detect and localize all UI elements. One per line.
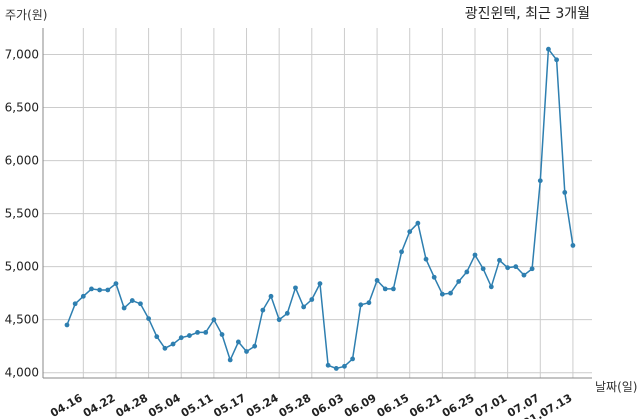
data-point	[170, 341, 176, 347]
data-point	[350, 356, 355, 362]
data-point	[374, 278, 380, 283]
data-point	[178, 335, 184, 341]
data-point	[154, 334, 160, 340]
y-tick-label: 5,000	[5, 260, 39, 274]
x-tick-label: 05.24	[244, 391, 281, 419]
data-point	[358, 302, 364, 308]
y-tick-label: 6,000	[5, 154, 39, 168]
x-axis-label: 날짜(일)	[595, 380, 637, 394]
data-point	[301, 304, 307, 310]
data-point	[415, 220, 421, 226]
data-point	[391, 286, 396, 292]
data-point	[162, 345, 168, 351]
data-point	[195, 329, 200, 335]
x-tick-label: 05.04	[146, 391, 183, 419]
data-point	[317, 281, 323, 287]
y-axis-label: 주가(원)	[5, 8, 47, 22]
data-point	[546, 46, 551, 52]
data-point	[439, 291, 445, 297]
data-point	[235, 339, 241, 345]
data-point	[472, 252, 478, 258]
x-tick-label: 05.11	[179, 391, 216, 419]
data-point	[431, 274, 437, 280]
x-tick-label: 07.01	[473, 391, 510, 419]
x-tick-label: 05.28	[277, 391, 314, 419]
axis-layer	[42, 28, 592, 379]
data-point	[105, 287, 111, 293]
x-tick-label: 04.16	[48, 391, 85, 419]
y-tick-label: 5,500	[5, 207, 39, 221]
y-tick-label: 6,500	[5, 101, 39, 115]
data-point	[529, 266, 535, 272]
data-point	[227, 357, 233, 363]
x-tick-label: 04.22	[81, 391, 118, 419]
y-tick-label: 4,500	[5, 313, 39, 327]
data-point	[497, 257, 502, 263]
data-point	[64, 322, 70, 328]
data-point	[252, 343, 258, 349]
data-point	[456, 279, 462, 284]
data-point	[276, 317, 282, 323]
y-tick-label: 7,000	[5, 48, 39, 62]
data-point	[211, 317, 217, 323]
data-point	[399, 249, 404, 255]
data-point	[333, 366, 339, 371]
data-point	[244, 349, 249, 354]
data-point	[72, 301, 78, 307]
data-point	[268, 293, 274, 299]
data-point	[325, 362, 331, 368]
data-point	[113, 281, 119, 287]
data-point	[513, 264, 519, 270]
data-point	[342, 363, 347, 369]
x-tick-label: 05.17	[211, 391, 248, 419]
data-point	[562, 189, 568, 195]
data-point	[97, 287, 103, 293]
x-tick-label: 06.21	[407, 391, 444, 419]
data-point	[219, 332, 225, 337]
data-point	[554, 57, 559, 63]
x-tick-label: 06.25	[440, 391, 477, 419]
x-tick-label: 06.09	[342, 391, 379, 419]
data-point	[121, 305, 127, 311]
y-tick-label: 4,000	[5, 366, 39, 380]
data-point	[407, 229, 413, 235]
data-point	[284, 310, 290, 316]
data-point	[293, 285, 298, 291]
data-point	[187, 333, 192, 338]
data-point	[448, 290, 453, 296]
data-point	[80, 293, 86, 299]
data-point	[423, 256, 429, 262]
data-point	[138, 301, 143, 307]
tick-labels: 4,000 4,500 5,000 5,500 6,000 6,500 7,000 04.16…	[5, 48, 575, 419]
data-point	[260, 307, 266, 313]
data-point	[382, 286, 388, 292]
chart-title: 광진윈텍, 최근 3개월	[465, 6, 590, 22]
data-point	[203, 329, 209, 335]
data-point	[521, 272, 527, 278]
grid-layer	[43, 28, 592, 378]
data-point	[146, 316, 152, 322]
data-point	[570, 243, 576, 248]
data-point	[366, 300, 372, 306]
data-point	[129, 298, 135, 303]
data-point	[464, 269, 470, 275]
price-points	[64, 46, 576, 371]
x-tick-label: 04.28	[113, 391, 150, 419]
data-point	[505, 265, 511, 271]
data-point	[488, 284, 494, 290]
x-tick-label: 06.03	[309, 391, 346, 419]
price-series-line	[66, 47, 574, 370]
data-point	[480, 266, 486, 272]
data-point	[537, 178, 543, 184]
data-point	[89, 286, 94, 292]
x-tick-label: 06.15	[375, 391, 412, 419]
data-point	[309, 297, 315, 302]
